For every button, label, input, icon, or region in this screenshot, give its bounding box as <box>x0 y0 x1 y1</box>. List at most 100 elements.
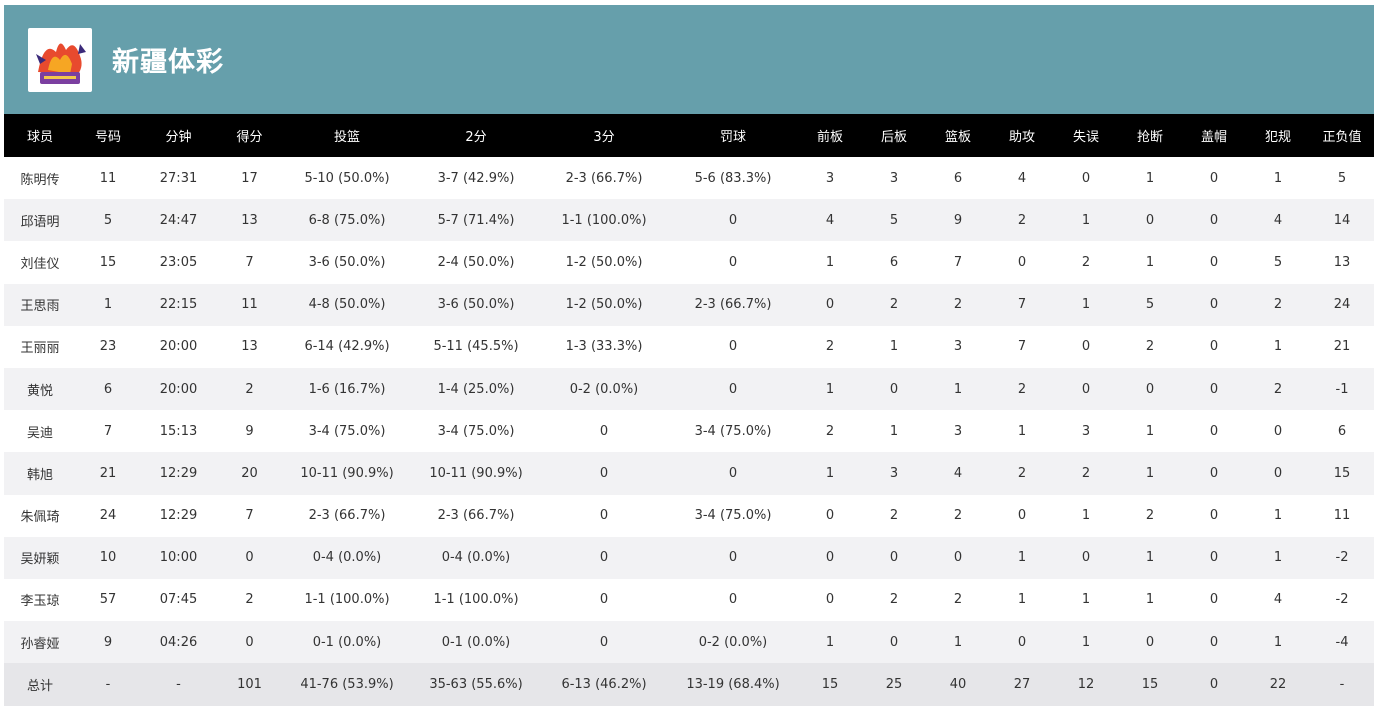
stat-cell: 17 <box>241 170 258 186</box>
player-stats-table: 球员 号码 分钟 得分 投篮 2分 3分 罚球 前板 后板 篮板 助攻 失误 抢断 盖帽 犯规 正负值 陈明传 1… <box>4 114 1374 707</box>
stat-cell: 15 <box>1333 465 1351 481</box>
stat-cell: 12:29 <box>159 508 198 524</box>
stat-cell: 2 <box>1145 508 1155 524</box>
stat-cell: 0 <box>1209 550 1219 566</box>
table-row: 王思雨 1 22:15 11 4-8 (50.0%) 3-6 (50.0%) 1-2 (50… <box>4 283 1374 326</box>
stat-cell: 1 <box>1145 550 1155 566</box>
stat-cell: 10:00 <box>159 550 198 566</box>
stat-cell: 3 <box>889 465 899 481</box>
stat-cell: 3-4 (75.0%) <box>694 423 772 439</box>
stat-cell: 0 <box>245 634 254 650</box>
stat-cell: 2-3 (66.7%) <box>437 508 515 524</box>
stat-cell: 24:47 <box>159 212 198 228</box>
column-header: 2分 <box>465 130 487 145</box>
header-banner: 新疆体彩 <box>4 5 1374 114</box>
stat-cell: 1 <box>1273 170 1283 186</box>
stat-cell: 20 <box>241 465 258 481</box>
stat-cell: 1 <box>1273 339 1283 355</box>
column-header: 正负值 <box>1322 130 1362 145</box>
team-logo-icon <box>36 42 86 84</box>
stat-cell: 12:29 <box>159 465 198 481</box>
player-name-cell: 吴妍颖 <box>20 552 60 568</box>
column-header: 失误 <box>1072 130 1099 145</box>
stat-cell: 0 <box>1209 508 1219 524</box>
stat-cell: 5-7 (71.4%) <box>437 212 515 228</box>
stat-cell: 2 <box>953 592 963 608</box>
table-row: 孙睿娅 9 04:26 0 0-1 (0.0%) 0-1 (0.0%) 0 0-2 (0.0%… <box>4 621 1374 664</box>
stat-cell: 0 <box>825 297 835 313</box>
player-name-cell: 王丽丽 <box>20 341 60 357</box>
stat-cell: 0 <box>889 550 899 566</box>
stat-cell: 0 <box>1209 254 1219 270</box>
stat-cell: 10-11 (90.9%) <box>300 465 394 481</box>
stat-cell: 27:31 <box>159 170 198 186</box>
stat-cell: 0 <box>599 465 609 481</box>
stat-cell: 2 <box>1017 381 1027 397</box>
player-name-cell: 邱语明 <box>20 214 60 230</box>
stat-cell: 1-2 (50.0%) <box>565 297 643 313</box>
column-header: 犯规 <box>1264 130 1291 145</box>
stat-cell: 3 <box>1081 423 1091 439</box>
player-name-cell: 孙睿娅 <box>20 636 60 652</box>
stat-cell: 1 <box>1081 508 1091 524</box>
stat-cell: 0 <box>1209 465 1219 481</box>
stat-cell: 1 <box>1145 170 1155 186</box>
total-row: 总计 - - 101 41-76 (53.9%) 35-63 (55.6%) 6-13 (4… <box>4 663 1374 707</box>
stat-cell: 57 <box>99 592 117 608</box>
stat-cell: 2 <box>953 508 963 524</box>
stat-cell: 2-4 (50.0%) <box>437 254 515 270</box>
table-row: 陈明传 11 27:31 17 5-10 (50.0%) 3-7 (42.9%) 2-3 (… <box>4 157 1374 200</box>
stat-cell: 3-4 (75.0%) <box>694 508 772 524</box>
stat-cell: 0 <box>245 550 254 566</box>
stat-cell: 2-3 (66.7%) <box>694 297 772 313</box>
stat-cell: 0 <box>728 592 738 608</box>
stat-cell: 1 <box>1081 297 1091 313</box>
stat-cell: 2 <box>1081 254 1091 270</box>
stat-cell: 0-4 (0.0%) <box>441 550 511 566</box>
stat-cell: 0 <box>825 550 835 566</box>
stat-cell: 7 <box>1017 339 1027 355</box>
stat-cell: 0 <box>599 508 609 524</box>
stat-cell: 0 <box>1209 592 1219 608</box>
total-stat-cell: 15 <box>821 677 839 693</box>
stat-cell: 0 <box>889 634 899 650</box>
total-stat-cell: 25 <box>885 677 903 693</box>
stat-cell: 13 <box>241 339 258 355</box>
stat-cell: 0 <box>1209 170 1219 186</box>
stat-cell: 1 <box>103 297 113 313</box>
stat-cell: 3 <box>953 339 963 355</box>
stat-cell: 0 <box>728 254 738 270</box>
stat-cell: 1-6 (16.7%) <box>308 381 386 397</box>
stat-cell: 5 <box>889 212 899 228</box>
stat-cell: 3 <box>953 423 963 439</box>
stat-cell: 1 <box>1145 465 1155 481</box>
stat-cell: 0 <box>1209 381 1219 397</box>
stat-cell: 3-4 (75.0%) <box>308 423 386 439</box>
stat-cell: 2 <box>889 297 899 313</box>
player-name-cell: 韩旭 <box>26 467 53 483</box>
column-header: 抢断 <box>1136 130 1163 145</box>
stat-cell: 24 <box>1333 297 1351 313</box>
player-name-cell: 黄悦 <box>26 383 53 399</box>
stat-cell: 1 <box>953 634 963 650</box>
table-row: 黄悦 6 20:00 2 1-6 (16.7%) 1-4 (25.0%) 0-2 (0.0%… <box>4 367 1374 411</box>
stat-cell: 07:45 <box>159 592 198 608</box>
stat-cell: 2 <box>1081 465 1091 481</box>
stat-cell: 0 <box>1273 423 1283 439</box>
column-header: 号码 <box>94 130 121 145</box>
table-row: 韩旭 21 12:29 20 10-11 (90.9%) 10-11 (90.9%) 0 0 1… <box>4 452 1374 495</box>
stat-cell: 4 <box>953 465 963 481</box>
stat-cell: 0 <box>1017 508 1027 524</box>
stat-cell: 1 <box>825 381 835 397</box>
stat-cell: 1 <box>1273 508 1283 524</box>
stat-cell: 0 <box>1145 381 1155 397</box>
total-stat-cell: - <box>1339 677 1345 693</box>
stat-cell: 20:00 <box>159 381 198 397</box>
total-stat-cell: 13-19 (68.4%) <box>686 677 780 693</box>
stat-cell: 4 <box>1273 592 1283 608</box>
stat-cell: 7 <box>1017 297 1027 313</box>
stat-cell: 14 <box>1333 212 1351 228</box>
stat-cell: 2 <box>953 297 963 313</box>
player-name-cell: 李玉琼 <box>20 594 60 610</box>
total-stat-cell: 41-76 (53.9%) <box>300 677 394 693</box>
